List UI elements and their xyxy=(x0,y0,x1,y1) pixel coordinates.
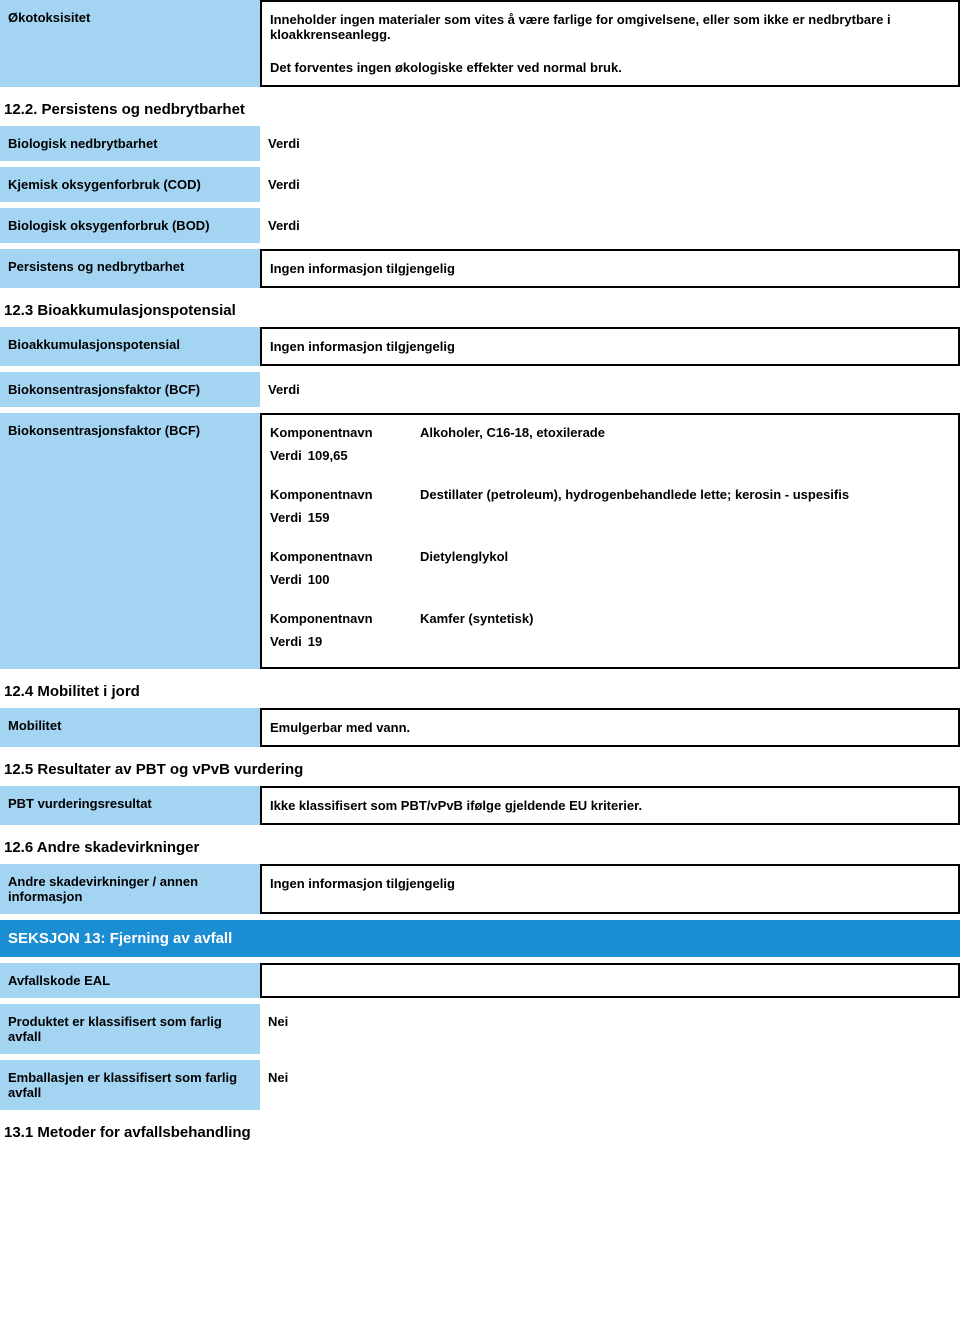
prod-hazard-label: Produktet er klassifisert som farlig avf… xyxy=(0,1004,260,1054)
bcf-component-name-label: Komponentnavn xyxy=(270,611,420,626)
eal-label: Avfallskode EAL xyxy=(0,963,260,998)
bcf-component-2: Komponentnavn Dietylenglykol Verdi 100 xyxy=(270,549,950,587)
ecotoxicity-label: Økotoksisitet xyxy=(0,0,260,87)
bcf-component-name: Destillater (petroleum), hydrogenbehandl… xyxy=(420,487,950,502)
bio-degrad-value: Verdi xyxy=(260,126,960,161)
persist-label: Persistens og nedbrytbarhet xyxy=(0,249,260,288)
eal-row: Avfallskode EAL xyxy=(0,963,960,998)
bcf-component-value-label: Verdi xyxy=(270,572,302,587)
section-12-3-heading: 12.3 Bioakkumulasjonspotensial xyxy=(0,294,960,327)
persist-value: Ingen informasjon tilgjengelig xyxy=(260,249,960,288)
bioacc-label: Bioakkumulasjonspotensial xyxy=(0,327,260,366)
bcf-component-3: Komponentnavn Kamfer (syntetisk) Verdi 1… xyxy=(270,611,950,649)
bcf-component-name-label: Komponentnavn xyxy=(270,487,420,502)
bioacc-row: Bioakkumulasjonspotensial Ingen informas… xyxy=(0,327,960,366)
bcf-component-name-label: Komponentnavn xyxy=(270,425,420,440)
mobility-row: Mobilitet Emulgerbar med vann. xyxy=(0,708,960,747)
bcf-component-value: 19 xyxy=(308,634,322,649)
prod-hazard-row: Produktet er klassifisert som farlig avf… xyxy=(0,1004,960,1054)
bcf-component-value: 159 xyxy=(308,510,330,525)
pack-hazard-value: Nei xyxy=(260,1060,960,1110)
section-12-2-heading: 12.2. Persistens og nedbrytbarhet xyxy=(0,93,960,126)
bcf-component-value: 100 xyxy=(308,572,330,587)
cod-label: Kjemisk oksygenforbruk (COD) xyxy=(0,167,260,202)
bioacc-value: Ingen informasjon tilgjengelig xyxy=(260,327,960,366)
other-effects-value: Ingen informasjon tilgjengelig xyxy=(260,864,960,914)
bod-row: Biologisk oksygenforbruk (BOD) Verdi xyxy=(0,208,960,243)
section-12-5-heading: 12.5 Resultater av PBT og vPvB vurdering xyxy=(0,753,960,786)
bcf-component-name: Dietylenglykol xyxy=(420,549,950,564)
bcf1-row: Biokonsentrasjonsfaktor (BCF) Verdi xyxy=(0,372,960,407)
other-effects-row: Andre skadevirkninger / annen informasjo… xyxy=(0,864,960,914)
bod-label: Biologisk oksygenforbruk (BOD) xyxy=(0,208,260,243)
pbt-value: Ikke klassifisert som PBT/vPvB ifølge gj… xyxy=(260,786,960,825)
section-13-bar: SEKSJON 13: Fjerning av avfall xyxy=(0,920,960,957)
bcf-component-value-label: Verdi xyxy=(270,448,302,463)
mobility-value: Emulgerbar med vann. xyxy=(260,708,960,747)
bio-degrad-label: Biologisk nedbrytbarhet xyxy=(0,126,260,161)
bio-degrad-row: Biologisk nedbrytbarhet Verdi xyxy=(0,126,960,161)
section-12-4-heading: 12.4 Mobilitet i jord xyxy=(0,675,960,708)
ecotoxicity-value-box: Inneholder ingen materialer som vites å … xyxy=(260,0,960,87)
persist-row: Persistens og nedbrytbarhet Ingen inform… xyxy=(0,249,960,288)
bcf-component-name: Alkoholer, C16-18, etoxilerade xyxy=(420,425,950,440)
bcf-component-name: Kamfer (syntetisk) xyxy=(420,611,950,626)
pack-hazard-row: Emballasjen er klassifisert som farlig a… xyxy=(0,1060,960,1110)
other-effects-label: Andre skadevirkninger / annen informasjo… xyxy=(0,864,260,914)
bcf2-row: Biokonsentrasjonsfaktor (BCF) Komponentn… xyxy=(0,413,960,669)
bcf-component-value: 109,65 xyxy=(308,448,348,463)
bcf-component-0: Komponentnavn Alkoholer, C16-18, etoxile… xyxy=(270,425,950,463)
ecotoxicity-text-1: Inneholder ingen materialer som vites å … xyxy=(270,12,950,42)
bcf-component-value-label: Verdi xyxy=(270,634,302,649)
bcf-component-value-label: Verdi xyxy=(270,510,302,525)
pbt-label: PBT vurderingsresultat xyxy=(0,786,260,825)
ecotoxicity-row: Økotoksisitet Inneholder ingen materiale… xyxy=(0,0,960,87)
pack-hazard-label: Emballasjen er klassifisert som farlig a… xyxy=(0,1060,260,1110)
pbt-row: PBT vurderingsresultat Ikke klassifisert… xyxy=(0,786,960,825)
cod-row: Kjemisk oksygenforbruk (COD) Verdi xyxy=(0,167,960,202)
bcf2-label: Biokonsentrasjonsfaktor (BCF) xyxy=(0,413,260,669)
section-13-1-heading: 13.1 Metoder for avfallsbehandling xyxy=(0,1116,960,1149)
bcf1-value: Verdi xyxy=(260,372,960,407)
ecotoxicity-text-2: Det forventes ingen økologiske effekter … xyxy=(270,60,950,75)
prod-hazard-value: Nei xyxy=(260,1004,960,1054)
bod-value: Verdi xyxy=(260,208,960,243)
bcf1-label: Biokonsentrasjonsfaktor (BCF) xyxy=(0,372,260,407)
bcf-components-box: Komponentnavn Alkoholer, C16-18, etoxile… xyxy=(260,413,960,669)
eal-value-box xyxy=(260,963,960,998)
bcf-component-name-label: Komponentnavn xyxy=(270,549,420,564)
bcf-component-1: Komponentnavn Destillater (petroleum), h… xyxy=(270,487,950,525)
cod-value: Verdi xyxy=(260,167,960,202)
mobility-label: Mobilitet xyxy=(0,708,260,747)
section-12-6-heading: 12.6 Andre skadevirkninger xyxy=(0,831,960,864)
